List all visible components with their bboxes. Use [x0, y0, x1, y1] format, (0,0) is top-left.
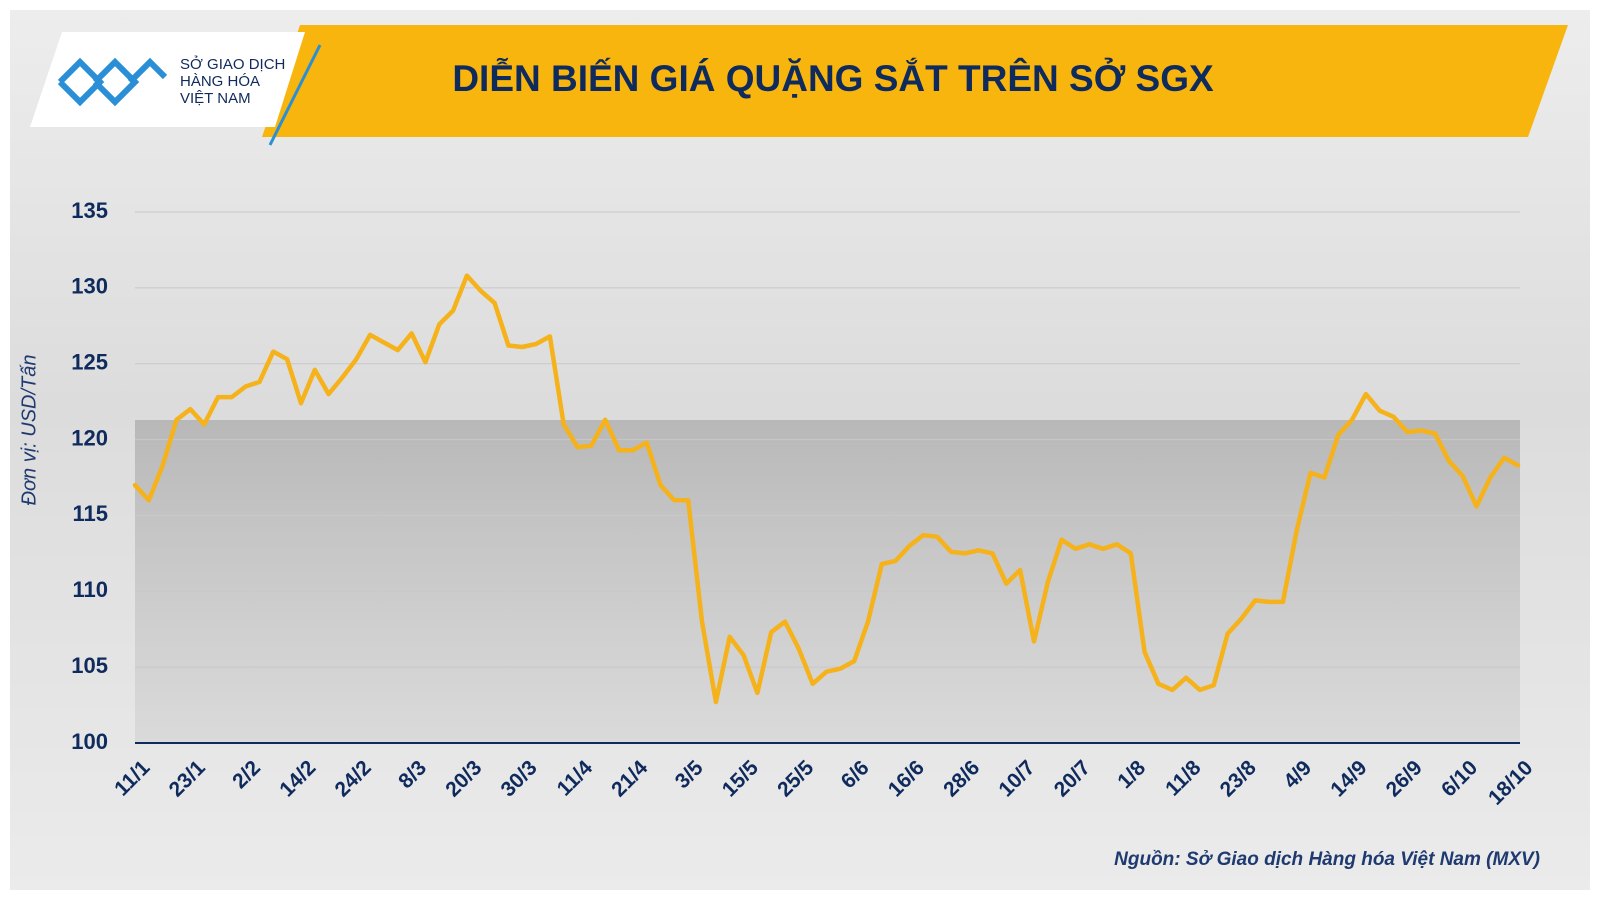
- y-tick-label: 135: [71, 198, 108, 223]
- y-tick-label: 105: [71, 653, 108, 678]
- y-tick-label: 130: [71, 274, 108, 299]
- logo-mark: [57, 57, 168, 107]
- title-banner: [262, 25, 1568, 137]
- y-axis-label: Đơn vị: USD/Tấn: [18, 354, 40, 505]
- logo-text: VIỆT NAM: [180, 90, 251, 107]
- logo-box: [30, 32, 305, 127]
- y-tick-label: 100: [71, 729, 108, 754]
- price-line: [132, 273, 1521, 705]
- y-tick-label: 125: [71, 350, 108, 375]
- y-tick-label: 120: [71, 425, 108, 450]
- source-note: Nguồn: Sở Giao dịch Hàng hóa Việt Nam (M…: [1114, 849, 1540, 870]
- logo-stripe: [268, 44, 322, 146]
- logo-text: HÀNG HÓA: [180, 73, 260, 90]
- y-tick-label: 110: [73, 577, 109, 602]
- y-tick-label: 115: [73, 501, 109, 526]
- backdrop-texture: [135, 420, 1520, 743]
- chart-title: DIỄN BIẾN GIÁ QUẶNG SẮT TRÊN SỞ SGX: [452, 57, 1214, 99]
- logo-text: SỞ GIAO DỊCH: [180, 55, 285, 73]
